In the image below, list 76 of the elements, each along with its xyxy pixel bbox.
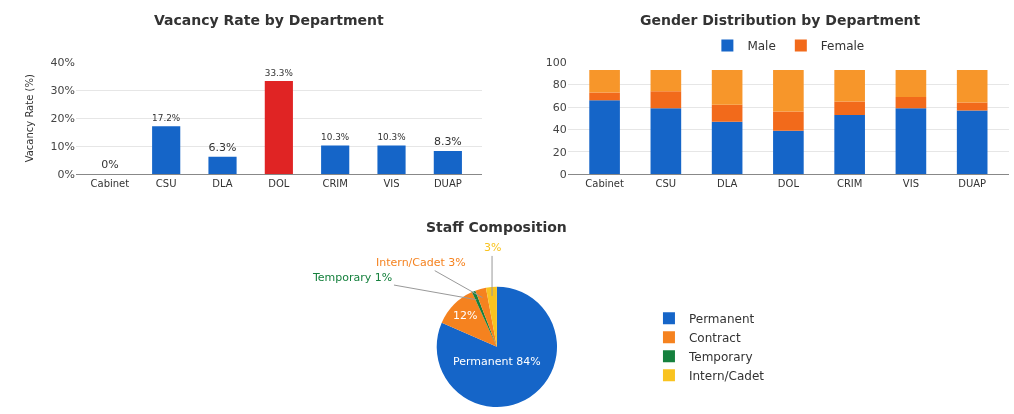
y-tick-label: 20% (50, 112, 76, 126)
x-tick-label: CRIM (322, 178, 348, 190)
x-tick-label: DUAP (958, 178, 987, 190)
y-tick-label: 40% (50, 55, 76, 69)
bar (834, 101, 865, 115)
x-tick-label: VIS (902, 178, 919, 190)
chart-title: Vacancy Rate by Department (154, 12, 385, 28)
bar (773, 70, 804, 112)
pie-slice (441, 292, 497, 347)
bar (264, 80, 293, 175)
data-label: 17.2% (152, 112, 181, 123)
legend-label: Intern/Cadet (688, 369, 765, 384)
data-label: 10.3% (377, 132, 406, 143)
x-tick-label: DLA (212, 178, 233, 190)
y-tick-label: 100 (545, 55, 567, 69)
bar (650, 108, 682, 175)
bar (834, 70, 865, 102)
data-label: 0% (101, 158, 119, 172)
y-tick-label: 20 (552, 145, 567, 159)
legend-label: Male (747, 39, 776, 54)
data-label: 8.3% (433, 135, 462, 149)
chart-title: Gender Distribution by Department (640, 12, 921, 28)
pie-slice (436, 286, 557, 407)
bar (208, 156, 237, 175)
data-label: Temporary 1% (312, 271, 393, 284)
bar (773, 130, 804, 175)
data-label: 3% (484, 241, 502, 254)
bar (433, 151, 462, 175)
bar (589, 100, 620, 175)
x-tick-label: CSU (155, 178, 177, 190)
x-tick-label: VIS (383, 178, 400, 190)
legend-label: Temporary (687, 350, 753, 365)
legend-label: Permanent (688, 312, 755, 327)
data-label: 12% (453, 309, 478, 323)
data-label: 6.3% (208, 140, 237, 154)
x-tick-label: DUAP (433, 178, 462, 190)
x-tick-label: DOL (777, 178, 800, 190)
x-tick-label: Cabinet (585, 178, 624, 190)
legend-label: Female (820, 39, 865, 54)
chart-title: Staff Composition (426, 219, 567, 235)
y-tick-label: 40 (552, 123, 567, 137)
y-tick-label: 30% (50, 84, 76, 98)
y-tick-label: 0 (559, 168, 567, 182)
x-tick-label: DOL (268, 178, 290, 190)
bar (589, 92, 620, 101)
data-label: Permanent 84% (452, 354, 541, 368)
bar (956, 70, 988, 103)
bar (956, 110, 988, 175)
x-tick-label: Cabinet (90, 178, 130, 190)
bar (152, 126, 181, 175)
bar (895, 108, 927, 175)
bar (321, 145, 350, 175)
legend-label: Contract (688, 331, 741, 346)
bar (589, 70, 620, 93)
bar (711, 104, 743, 122)
bar (773, 111, 804, 131)
data-label: 33.3% (264, 67, 293, 78)
y-axis-title: Vacancy Rate (%) (23, 74, 35, 163)
x-tick-label: CRIM (836, 178, 863, 190)
bar (834, 114, 865, 175)
y-tick-label: 10% (50, 140, 76, 154)
bar (711, 121, 743, 175)
bar (711, 70, 743, 105)
bar (895, 70, 927, 97)
y-tick-label: 60 (552, 100, 567, 114)
bar (650, 91, 682, 109)
y-tick-label: 0% (57, 168, 76, 182)
x-tick-label: DLA (716, 178, 738, 190)
pie-slice (485, 286, 497, 347)
bar (377, 145, 406, 175)
bar (650, 70, 682, 92)
bar (895, 96, 927, 109)
data-label: Intern/Cadet 3% (376, 256, 466, 269)
y-tick-label: 80 (552, 78, 567, 92)
x-tick-label: CSU (655, 178, 677, 190)
data-label: 10.3% (321, 132, 350, 143)
